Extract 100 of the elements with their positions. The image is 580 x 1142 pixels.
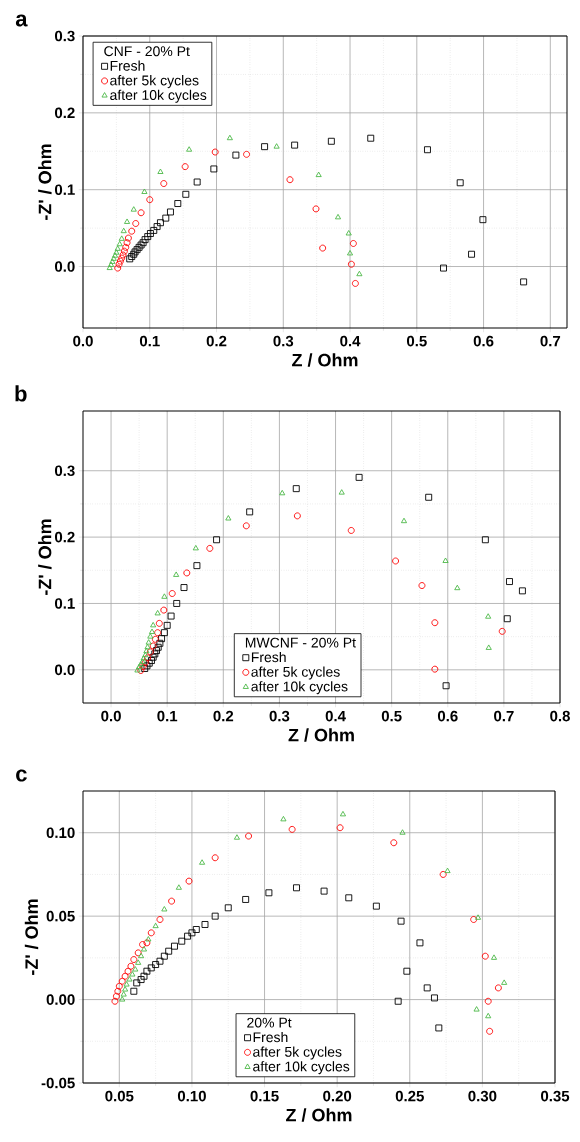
point	[213, 536, 221, 544]
point	[144, 643, 151, 650]
point	[135, 959, 142, 965]
point	[431, 619, 439, 627]
x-tick-label: 0.20	[323, 1090, 352, 1102]
point	[372, 902, 380, 910]
legend-label: after 10k cycles	[253, 1061, 350, 1075]
point	[150, 226, 158, 234]
point	[400, 517, 408, 524]
point	[180, 584, 188, 591]
point	[356, 270, 363, 277]
legend-title: CNF - 20% Pt	[104, 46, 190, 57]
x-tick-label: 0.1	[157, 710, 178, 722]
point	[418, 582, 426, 589]
y-tick-label: 0.1	[54, 598, 75, 609]
point	[143, 647, 150, 654]
point	[157, 168, 164, 174]
point	[192, 926, 200, 933]
point	[474, 914, 482, 920]
point	[494, 984, 502, 992]
point	[265, 889, 273, 897]
x-tick-label: 0.7	[494, 710, 514, 722]
y-tick-label: 0.05	[46, 910, 75, 922]
point	[152, 961, 160, 968]
point	[490, 954, 498, 960]
point	[210, 165, 218, 173]
point	[182, 190, 190, 198]
point	[154, 609, 161, 616]
legend-label: after 5k cycles	[251, 666, 340, 680]
point	[113, 249, 120, 255]
point	[173, 571, 180, 577]
point	[137, 976, 145, 984]
point	[118, 977, 126, 985]
point	[199, 859, 206, 865]
point	[485, 644, 492, 650]
point	[122, 986, 129, 992]
point	[146, 648, 154, 656]
point	[143, 967, 151, 975]
point	[129, 971, 136, 977]
point	[133, 979, 141, 987]
point	[123, 239, 131, 247]
point	[152, 922, 159, 929]
point	[114, 264, 122, 272]
point	[132, 220, 140, 227]
point	[140, 946, 148, 952]
y-tick-label: 0.0	[54, 261, 75, 272]
point	[431, 994, 438, 1002]
point	[122, 243, 130, 251]
point	[188, 929, 196, 937]
point	[367, 134, 375, 142]
point	[201, 921, 209, 928]
point	[123, 981, 130, 987]
point	[273, 143, 280, 149]
point	[114, 245, 121, 251]
point	[351, 279, 359, 287]
point	[431, 665, 439, 673]
point	[339, 810, 347, 817]
point	[336, 824, 344, 832]
point	[120, 227, 127, 234]
x-tick-label: 0.30	[468, 1090, 497, 1102]
point	[206, 544, 214, 552]
point	[232, 151, 240, 159]
x-tick-label: 0.6	[437, 710, 458, 722]
point	[115, 982, 123, 990]
chart-title: b	[15, 385, 27, 402]
point	[439, 870, 447, 878]
point	[144, 654, 151, 662]
point	[473, 1006, 480, 1012]
point	[347, 527, 355, 534]
x-tick-label: 0.2	[206, 335, 227, 347]
point	[115, 260, 123, 268]
y-tick-label: 0.10	[46, 827, 75, 839]
legend-label: Fresh	[251, 651, 286, 663]
point	[116, 257, 124, 265]
point	[130, 987, 138, 995]
point	[160, 606, 168, 614]
point	[130, 206, 137, 212]
point	[345, 894, 353, 902]
x-tick-label: 0.8	[550, 710, 570, 722]
point	[211, 148, 219, 156]
point	[147, 929, 155, 937]
point	[118, 254, 126, 262]
point	[245, 832, 253, 840]
point	[156, 916, 164, 923]
point	[292, 485, 300, 493]
point	[163, 621, 171, 629]
point	[319, 244, 327, 252]
point	[148, 628, 156, 634]
point	[156, 219, 164, 227]
point	[119, 251, 127, 259]
point	[286, 176, 294, 184]
x-tick-label: 0.25	[395, 1090, 424, 1102]
point	[168, 590, 176, 597]
y-tick-label: 0.1	[54, 184, 75, 195]
point	[193, 562, 201, 570]
point	[246, 508, 254, 516]
x-tick-label: 0.2	[213, 710, 234, 722]
point	[153, 223, 161, 231]
x-axis-title: Z / Ohm	[292, 353, 358, 367]
point	[119, 996, 126, 1002]
